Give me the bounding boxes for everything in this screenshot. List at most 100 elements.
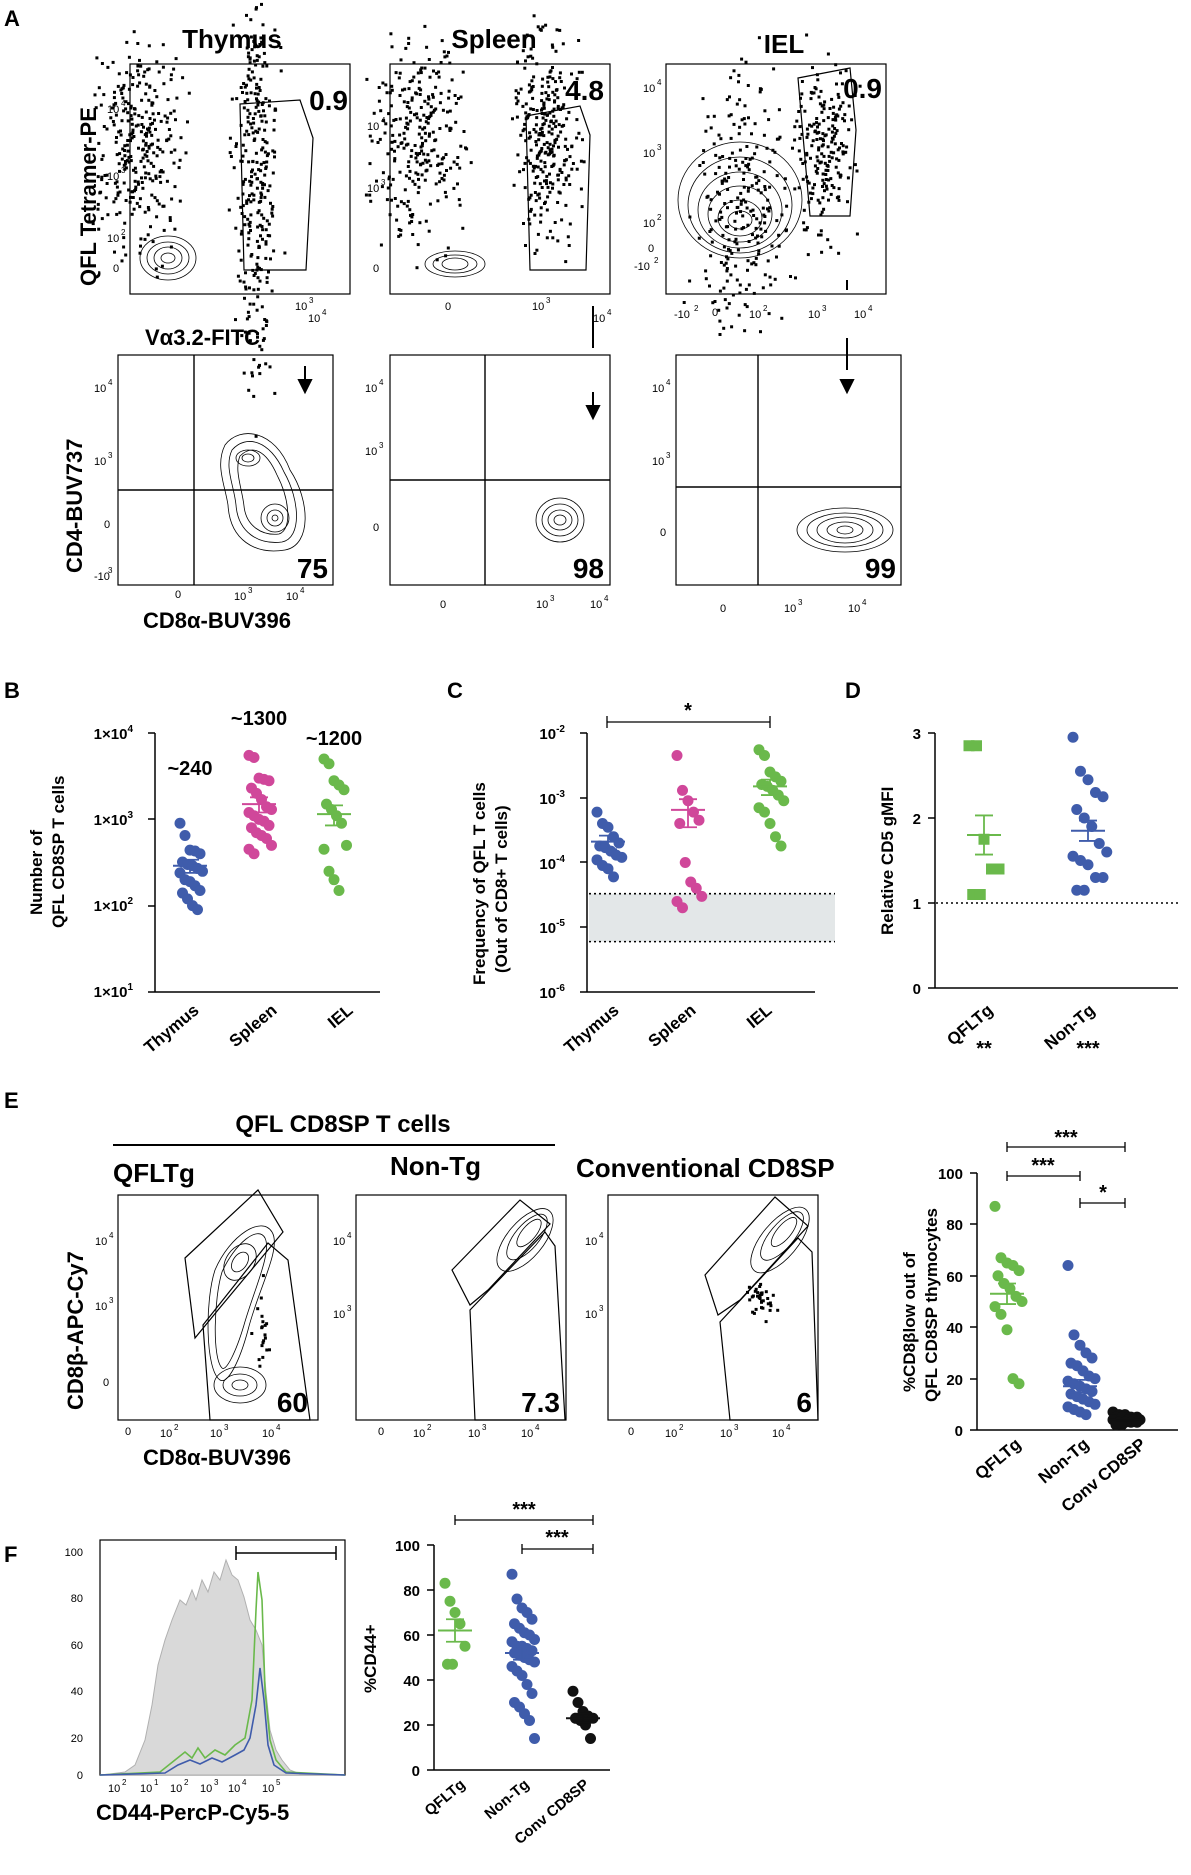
flow-event xyxy=(237,249,241,253)
flow-event xyxy=(754,263,758,267)
svg-text:0: 0 xyxy=(660,527,666,539)
e-percent-conv: 6 xyxy=(796,1387,812,1418)
flow-event xyxy=(750,184,754,188)
flow-event xyxy=(714,153,718,157)
flow-event xyxy=(440,162,444,166)
flow-event xyxy=(529,207,533,211)
flow-event xyxy=(243,85,247,89)
flow-event xyxy=(836,114,840,118)
flow-event xyxy=(246,108,250,112)
flow-event xyxy=(91,222,95,226)
flow-event xyxy=(243,100,247,103)
flow-event xyxy=(420,66,424,70)
flow-event xyxy=(402,131,406,135)
flow-event xyxy=(431,93,435,97)
flow-event xyxy=(406,165,410,168)
flow-event xyxy=(251,117,255,120)
flow-event xyxy=(118,190,122,194)
flow-event xyxy=(249,254,253,258)
flow-event xyxy=(403,188,407,192)
flow-event xyxy=(247,231,251,235)
flow-event xyxy=(268,184,272,188)
flow-event xyxy=(764,229,768,233)
svg-text:2: 2 xyxy=(121,228,126,237)
flow-event xyxy=(96,175,100,179)
flow-event xyxy=(829,192,833,196)
flow-event xyxy=(729,136,733,140)
flow-event xyxy=(386,186,390,190)
flow-event xyxy=(817,122,821,126)
flow-event xyxy=(804,228,808,232)
flow-event xyxy=(389,32,393,36)
flow-event xyxy=(553,99,557,103)
flow-event xyxy=(713,300,717,303)
flow-event xyxy=(817,233,820,237)
flow-event xyxy=(761,1299,765,1303)
flow-event xyxy=(462,130,466,133)
flow-event xyxy=(264,256,268,260)
flow-event xyxy=(566,235,570,239)
flow-event xyxy=(819,160,823,164)
flow-event xyxy=(402,202,406,206)
flow-event xyxy=(272,128,276,132)
flow-event xyxy=(241,154,245,158)
flow-event xyxy=(762,170,766,174)
flow-event xyxy=(264,242,268,246)
e-xlabel: CD8α-BUV396 xyxy=(143,1445,291,1470)
flow-event xyxy=(758,90,762,94)
flow-event xyxy=(122,109,126,113)
flow-event xyxy=(147,145,151,148)
xlabel-va32: Vα3.2-FITC xyxy=(145,325,260,350)
flow-event xyxy=(241,192,245,196)
flow-event xyxy=(449,127,453,131)
flow-event xyxy=(526,116,530,120)
flow-event xyxy=(114,113,118,117)
flow-event xyxy=(436,154,440,158)
flow-event xyxy=(581,138,584,142)
flow-event xyxy=(271,149,275,153)
flow-event xyxy=(766,1302,770,1306)
flow-event xyxy=(545,208,549,212)
flow-event xyxy=(523,66,527,70)
flow-event xyxy=(248,302,252,306)
flow-event xyxy=(529,47,533,51)
flow-event xyxy=(848,166,852,170)
flow-event xyxy=(163,114,167,118)
flow-event xyxy=(558,71,562,75)
svg-text:3: 3 xyxy=(599,1304,604,1313)
flow-event xyxy=(260,1314,264,1318)
flow-event xyxy=(408,169,412,173)
flow-event xyxy=(773,277,777,281)
gate-percent-iel: 0.9 xyxy=(843,73,882,104)
flow-event xyxy=(255,268,259,272)
flow-event xyxy=(155,60,159,64)
flow-event xyxy=(529,148,533,152)
flow-event xyxy=(253,272,257,275)
flow-event xyxy=(265,276,269,280)
flow-event xyxy=(532,75,536,79)
flow-event xyxy=(382,119,386,123)
flow-event xyxy=(733,240,737,244)
flow-event xyxy=(159,180,163,184)
chart-e-sig-1: *** xyxy=(1054,1127,1078,1149)
flow-event xyxy=(702,149,706,153)
flow-event xyxy=(554,49,558,53)
flow-event xyxy=(524,111,528,115)
data-point xyxy=(963,740,975,752)
flow-event xyxy=(231,23,235,27)
flow-event xyxy=(417,177,420,181)
flow-event xyxy=(739,202,743,206)
flow-event xyxy=(257,365,261,369)
flow-event xyxy=(155,275,159,279)
flow-event xyxy=(380,185,384,189)
flow-event xyxy=(563,86,566,90)
flow-event xyxy=(267,104,271,108)
data-point xyxy=(995,1308,1007,1320)
flow-event xyxy=(244,285,248,289)
flow-event xyxy=(527,83,531,87)
data-point xyxy=(263,775,275,787)
flow-event xyxy=(718,192,721,196)
flow-event xyxy=(751,208,755,212)
flow-event xyxy=(138,197,142,201)
svg-text:10: 10 xyxy=(367,183,379,195)
